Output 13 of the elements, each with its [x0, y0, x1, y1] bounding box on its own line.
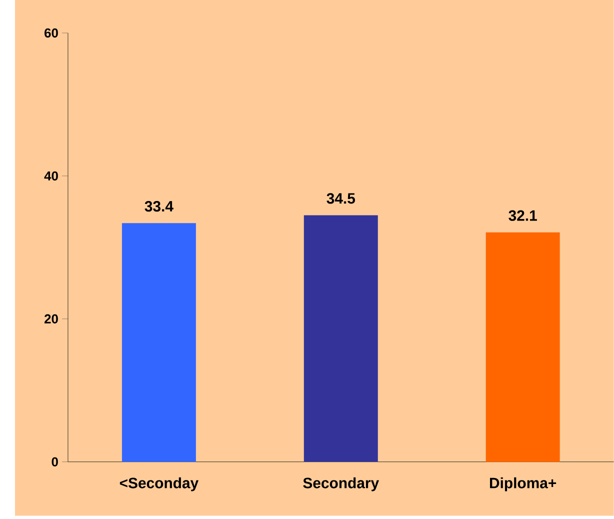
- y-tick-label: 60: [44, 28, 58, 38]
- bar: [486, 232, 560, 462]
- data-label: 34.5: [326, 193, 356, 204]
- x-tick-label: Secondary: [303, 477, 380, 492]
- y-tick-label: 40: [44, 171, 58, 181]
- bar: [122, 223, 196, 462]
- bar: [304, 215, 378, 462]
- y-tick-label: 20: [44, 314, 58, 324]
- x-tick-label: <Seconday: [120, 477, 199, 492]
- data-label: 33.4: [144, 201, 174, 212]
- y-tick-label: 0: [52, 457, 58, 467]
- x-tick-label: Diploma+: [490, 477, 556, 492]
- data-label: 32.1: [508, 210, 537, 221]
